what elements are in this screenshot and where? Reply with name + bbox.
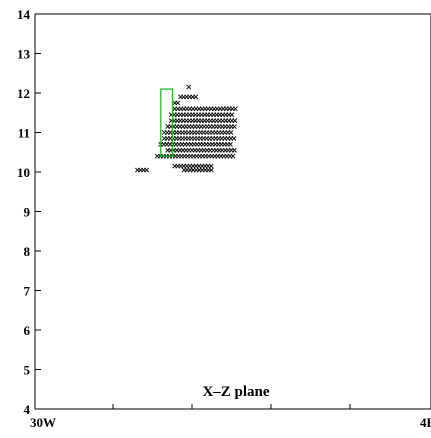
y-tick-label: 6 — [24, 323, 31, 338]
scatter-point — [231, 147, 237, 153]
y-tick-label: 13 — [17, 47, 31, 62]
x-axis: 30W 4E — [30, 404, 431, 430]
scatter-point — [144, 167, 149, 173]
scatter-point — [232, 106, 238, 112]
scatter-point — [193, 94, 199, 100]
scatter-point — [228, 141, 233, 147]
plane-annotation: X–Z plane — [202, 384, 269, 400]
scatter-point — [186, 84, 192, 90]
scatter-point — [231, 136, 237, 141]
y-tick-label: 14 — [17, 7, 31, 22]
y-tick-label: 9 — [24, 205, 31, 220]
scatter-point — [230, 153, 236, 159]
y-tick-label: 10 — [17, 165, 30, 180]
y-tick-label: 4 — [24, 402, 31, 417]
highlight-box — [160, 88, 174, 157]
y-tick-label: 8 — [24, 244, 31, 259]
scatter-point — [228, 130, 234, 135]
scatter-point — [208, 167, 214, 173]
y-tick-label: 7 — [24, 284, 31, 299]
plot-frame — [34, 13, 431, 410]
y-tick-label: 12 — [17, 86, 30, 101]
scatter-point — [231, 124, 237, 129]
scatter-point — [208, 163, 214, 169]
y-tick-label: 11 — [18, 126, 30, 141]
scatter-point — [229, 112, 235, 118]
scatter-point — [175, 100, 181, 106]
scatter-point — [232, 118, 238, 124]
y-axis: 4 5 6 7 8 9 10 11 12 13 14 — [17, 7, 41, 417]
x-tick-label-left: 30W — [30, 415, 56, 430]
y-tick-label: 5 — [24, 363, 31, 378]
x-tick-label-right: 4E — [420, 415, 431, 430]
